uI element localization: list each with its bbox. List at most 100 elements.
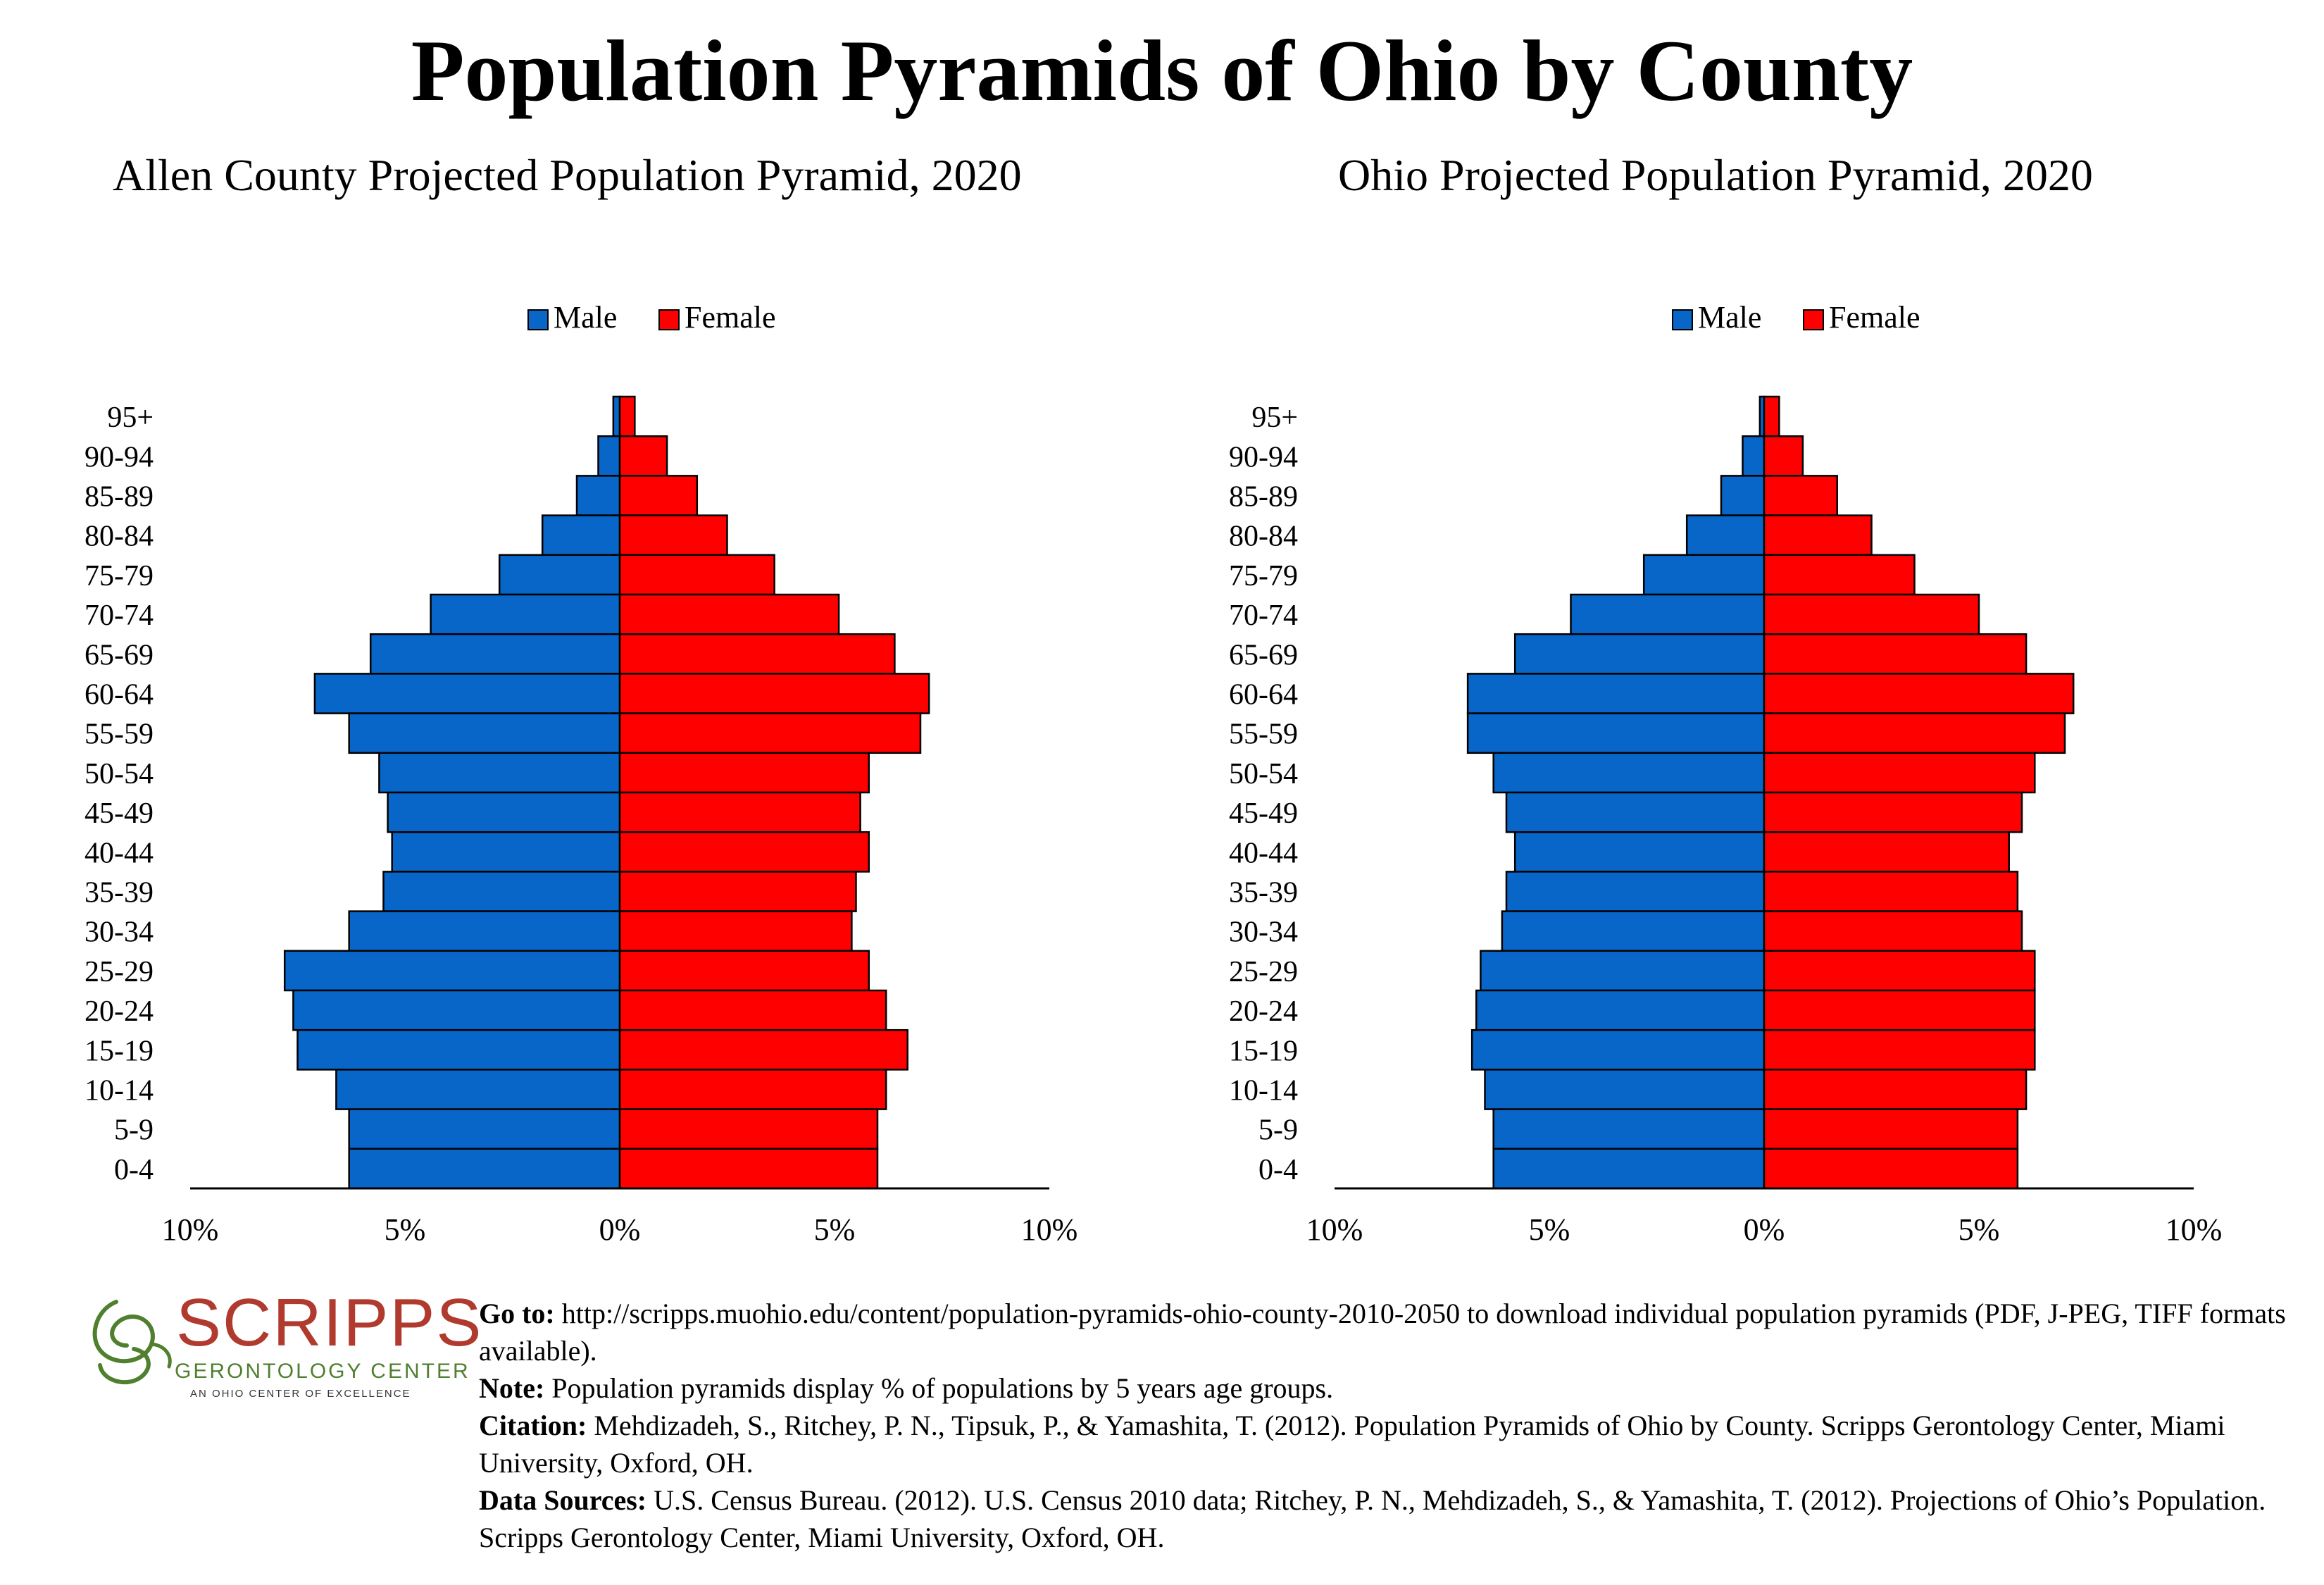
goto-link-text[interactable]: http://scripps.muohio.edu/content/popula… <box>479 1298 2286 1367</box>
bar-female-allen-40-44 <box>618 831 870 873</box>
x-tick-ohio-4: 10% <box>2166 1212 2223 1247</box>
age-label-allen-70-74: 70-74 <box>85 599 154 632</box>
bar-male-ohio-70-74 <box>1570 593 1766 635</box>
age-label-allen-55-59: 55-59 <box>85 719 154 751</box>
age-label-allen-40-44: 40-44 <box>85 837 154 869</box>
bar-male-allen-70-74 <box>430 593 621 635</box>
bar-male-allen-65-69 <box>369 633 621 675</box>
age-label-ohio-10-14: 10-14 <box>1229 1075 1298 1107</box>
bar-male-ohio-60-64 <box>1466 673 1766 714</box>
method-note: Note: Population pyramids display % of p… <box>479 1372 1334 1404</box>
x-tick-allen-3: 5% <box>814 1212 856 1247</box>
age-label-ohio-65-69: 65-69 <box>1229 639 1298 671</box>
logo-subtitle: GERONTOLOGY CENTER <box>175 1360 470 1383</box>
age-label-ohio-90-94: 90-94 <box>1229 441 1298 473</box>
age-label-ohio-35-39: 35-39 <box>1229 877 1298 909</box>
logo-wordmark: SCRIPPS <box>176 1285 483 1360</box>
bar-female-allen-35-39 <box>618 871 857 912</box>
bar-female-allen-0-4 <box>618 1148 879 1190</box>
legend-label-male: Male <box>554 300 617 335</box>
age-label-allen-65-69: 65-69 <box>85 639 154 671</box>
bar-male-allen-25-29 <box>283 950 621 992</box>
bar-female-allen-65-69 <box>618 633 896 675</box>
bar-female-allen-45-49 <box>618 791 861 833</box>
bar-female-ohio-95+ <box>1763 395 1780 437</box>
notes-block: Go to: http://scripps.muohio.edu/content… <box>479 1295 2310 1556</box>
bar-male-ohio-65-69 <box>1513 633 1766 675</box>
legend-swatch-male <box>527 309 549 330</box>
age-label-allen-5-9: 5-9 <box>114 1114 154 1147</box>
bar-female-ohio-85-89 <box>1763 475 1838 516</box>
age-label-allen-35-39: 35-39 <box>85 877 154 909</box>
x-tick-ohio-3: 5% <box>1958 1212 2000 1247</box>
bar-male-ohio-75-79 <box>1642 554 1766 596</box>
bar-female-ohio-65-69 <box>1763 633 2028 675</box>
bar-female-allen-50-54 <box>618 752 870 794</box>
bar-female-ohio-25-29 <box>1763 950 2036 992</box>
legend-swatch-female <box>1803 309 1824 330</box>
age-label-ohio-50-54: 50-54 <box>1229 758 1298 790</box>
bar-male-ohio-25-29 <box>1480 950 1766 992</box>
bar-male-allen-55-59 <box>348 712 621 754</box>
bar-male-ohio-55-59 <box>1466 712 1766 754</box>
bar-male-allen-90-94 <box>597 435 621 477</box>
bar-female-allen-25-29 <box>618 950 870 992</box>
bar-female-allen-80-84 <box>618 514 728 557</box>
x-tick-ohio-1: 5% <box>1529 1212 1570 1247</box>
bar-male-allen-95+ <box>612 395 621 437</box>
age-label-allen-85-89: 85-89 <box>85 481 154 514</box>
bar-male-ohio-20-24 <box>1475 989 1766 1031</box>
age-label-ohio-75-79: 75-79 <box>1229 560 1298 592</box>
age-label-allen-10-14: 10-14 <box>85 1075 154 1107</box>
age-label-ohio-40-44: 40-44 <box>1229 837 1298 869</box>
chart-title-ohio: Ohio Projected Population Pyramid, 2020 <box>1338 150 2093 200</box>
age-label-allen-30-34: 30-34 <box>85 916 154 949</box>
age-label-ohio-60-64: 60-64 <box>1229 679 1298 711</box>
spiral-swirl-icon <box>92 1300 172 1385</box>
bar-female-allen-5-9 <box>618 1108 879 1150</box>
bar-male-allen-10-14 <box>335 1069 621 1110</box>
citation-note: Citation: Mehdizadeh, S., Ritchey, P. N.… <box>479 1410 2225 1479</box>
age-label-allen-95+: 95+ <box>107 402 154 434</box>
bar-male-ohio-15-19 <box>1470 1028 1766 1071</box>
bar-female-ohio-60-64 <box>1763 673 2075 714</box>
bar-male-allen-5-9 <box>348 1108 621 1150</box>
age-label-ohio-25-29: 25-29 <box>1229 956 1298 988</box>
legend-label-female: Female <box>1829 300 1920 335</box>
bar-male-ohio-90-94 <box>1742 435 1766 477</box>
bar-female-ohio-35-39 <box>1763 871 2019 912</box>
x-tick-allen-0: 10% <box>162 1212 219 1247</box>
bar-female-ohio-0-4 <box>1763 1148 2019 1190</box>
bar-female-ohio-30-34 <box>1763 910 2023 952</box>
legend-swatch-female <box>658 309 680 330</box>
bar-male-ohio-80-84 <box>1685 514 1766 557</box>
bar-male-allen-60-64 <box>313 673 621 714</box>
age-label-ohio-85-89: 85-89 <box>1229 481 1298 514</box>
bar-male-allen-35-39 <box>382 871 621 912</box>
bar-female-allen-75-79 <box>618 554 775 596</box>
legend-swatch-male <box>1672 309 1693 330</box>
chart-title-allen: Allen County Projected Population Pyrami… <box>113 150 1022 200</box>
bar-male-ohio-45-49 <box>1505 791 1766 833</box>
logo-tagline: AN OHIO CENTER OF EXCELLENCE <box>190 1388 411 1400</box>
bar-female-allen-20-24 <box>618 989 887 1031</box>
bar-female-ohio-90-94 <box>1763 435 1804 477</box>
bar-male-allen-20-24 <box>292 989 621 1031</box>
bar-male-allen-15-19 <box>296 1028 621 1071</box>
bar-female-ohio-20-24 <box>1763 989 2036 1031</box>
bar-male-ohio-50-54 <box>1492 752 1766 794</box>
age-label-allen-90-94: 90-94 <box>85 441 154 473</box>
age-label-ohio-20-24: 20-24 <box>1229 995 1298 1028</box>
age-label-ohio-0-4: 0-4 <box>1258 1154 1298 1186</box>
page-title: Population Pyramids of Ohio by County <box>411 23 1913 119</box>
bar-male-allen-40-44 <box>391 831 621 873</box>
age-label-allen-15-19: 15-19 <box>85 1035 154 1067</box>
age-label-allen-60-64: 60-64 <box>85 679 154 711</box>
bar-female-allen-70-74 <box>618 593 840 635</box>
scripps-logo: SCRIPPS GERONTOLOGY CENTER AN OHIO CENTE… <box>85 1289 481 1402</box>
bar-female-allen-30-34 <box>618 910 853 952</box>
x-tick-ohio-2: 0% <box>1744 1212 1785 1247</box>
legend-label-male: Male <box>1698 300 1761 335</box>
bar-female-ohio-70-74 <box>1763 593 1980 635</box>
bar-female-allen-85-89 <box>618 475 699 516</box>
